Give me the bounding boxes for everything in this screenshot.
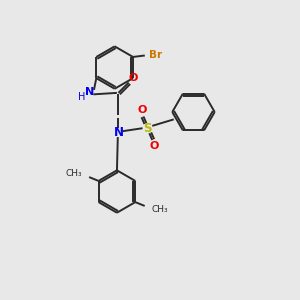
Text: N: N (85, 87, 94, 97)
Text: O: O (137, 105, 147, 115)
Text: S: S (144, 122, 152, 135)
Text: Br: Br (149, 50, 162, 61)
Text: CH₃: CH₃ (152, 205, 168, 214)
Text: N: N (113, 126, 123, 139)
Text: H: H (78, 92, 85, 102)
Text: CH₃: CH₃ (66, 169, 83, 178)
Text: O: O (128, 73, 138, 83)
Text: O: O (149, 142, 158, 152)
